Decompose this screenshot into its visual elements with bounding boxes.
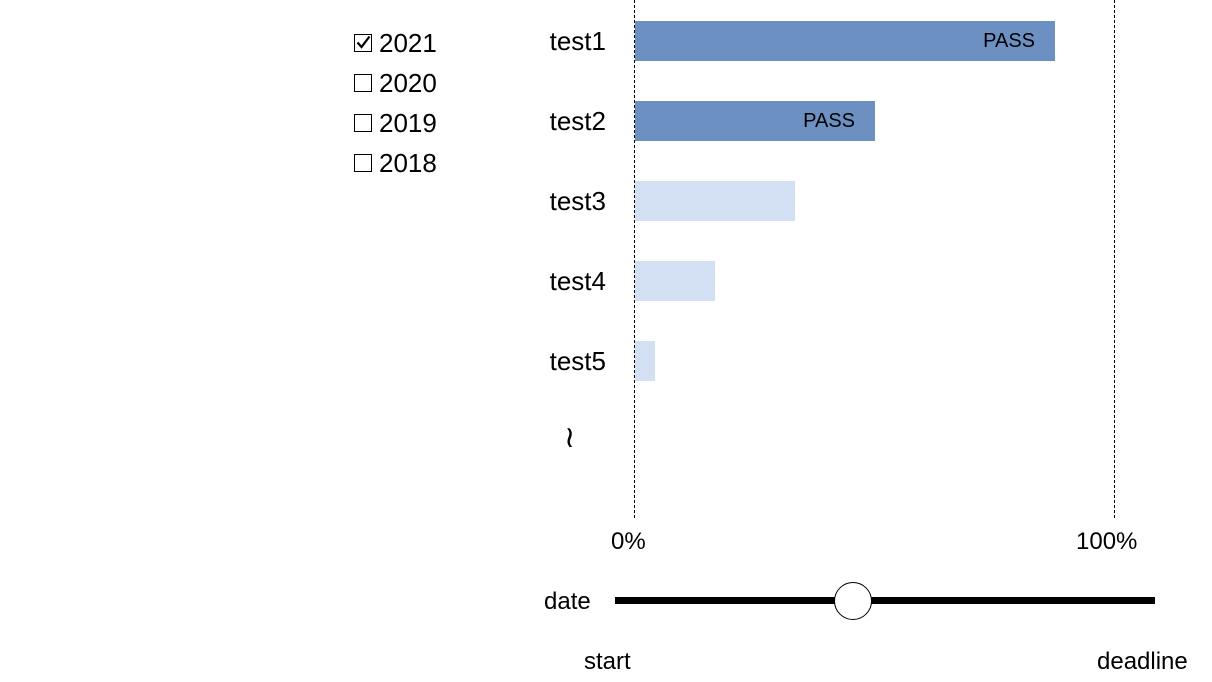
year-option-2020[interactable]: 2020 — [354, 68, 437, 98]
test-label-2: test2 — [549, 106, 606, 136]
checkbox-2019[interactable] — [354, 114, 372, 132]
end-axis-line — [1114, 0, 1115, 518]
test-label-5: test5 — [549, 346, 606, 376]
more-rows-indicator: ≀ — [564, 421, 576, 454]
test-label-4: test4 — [549, 266, 606, 296]
year-option-2018[interactable]: 2018 — [354, 148, 437, 178]
status-label-2: PASS — [803, 110, 855, 132]
year-label-2020: 2020 — [379, 67, 437, 98]
status-label-1: PASS — [983, 30, 1035, 52]
test-label-1: test1 — [549, 26, 606, 56]
year-label-2018: 2018 — [379, 147, 437, 178]
test-bar-3[interactable] — [635, 181, 795, 221]
year-option-2021[interactable]: 2021 — [354, 28, 437, 58]
test-bar-2[interactable]: PASS — [635, 101, 875, 141]
test-bar-5[interactable] — [635, 341, 655, 381]
checkbox-2021[interactable] — [354, 34, 372, 52]
date-slider-label: date — [544, 588, 591, 615]
date-slider-thumb[interactable] — [834, 582, 872, 620]
axis-min-label: 0% — [611, 528, 646, 555]
date-slider-track[interactable] — [615, 597, 1155, 604]
start-axis-line — [634, 0, 635, 518]
checkbox-2020[interactable] — [354, 74, 372, 92]
test-bar-4[interactable] — [635, 261, 715, 301]
year-option-2019[interactable]: 2019 — [354, 108, 437, 138]
check-icon — [356, 35, 371, 49]
year-label-2019: 2019 — [379, 107, 437, 138]
slider-start-label: start — [584, 648, 631, 675]
year-label-2021: 2021 — [379, 27, 437, 58]
axis-max-label: 100% — [1076, 528, 1138, 555]
checkbox-2018[interactable] — [354, 154, 372, 172]
test-label-3: test3 — [549, 186, 606, 216]
test-bar-1[interactable]: PASS — [635, 21, 1055, 61]
slider-end-label: deadline — [1097, 648, 1188, 675]
